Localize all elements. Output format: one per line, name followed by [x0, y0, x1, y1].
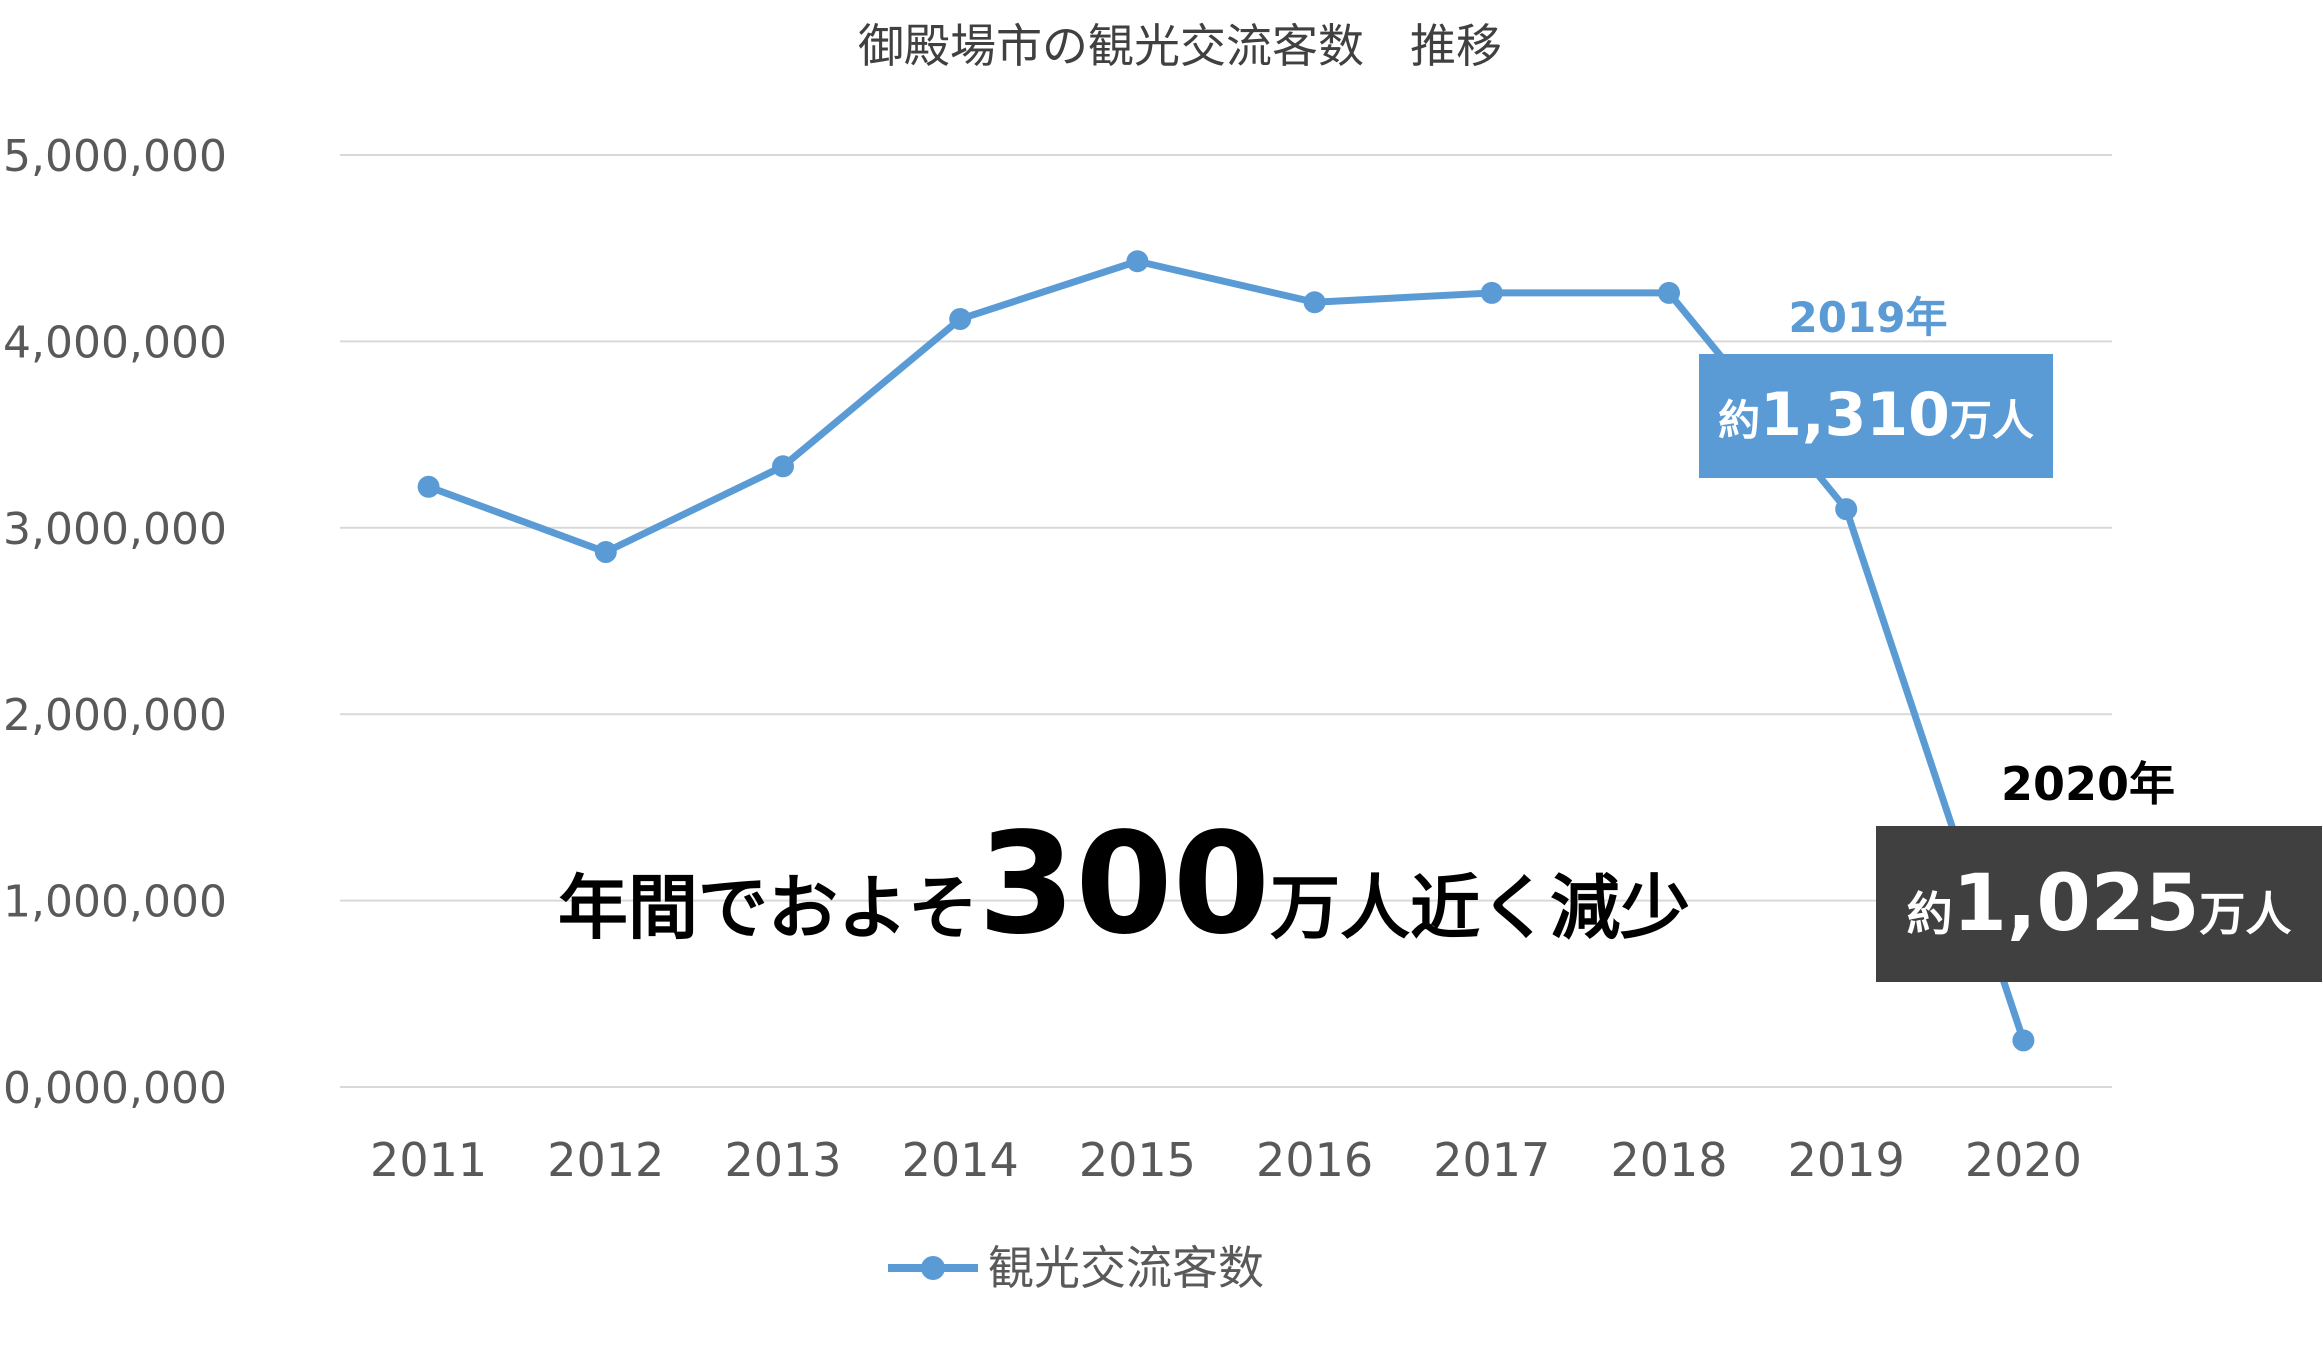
- legend-point-marker: [921, 1256, 945, 1280]
- y-tick-label: 14,000,000: [0, 317, 227, 368]
- annotation-2019-prefix: 約: [1718, 396, 1760, 445]
- annotation-2020: 2020年 約1,025万人: [1876, 757, 2322, 982]
- summary-number: 300: [978, 803, 1270, 966]
- summary-after: 万人近く減少: [1270, 867, 1690, 949]
- annotation-2020-unit: 万人: [2199, 887, 2291, 941]
- data-point: [2012, 1029, 2035, 1052]
- y-tick-label: 12,000,000: [0, 690, 227, 741]
- y-tick-label: 10,000,000: [0, 1063, 227, 1114]
- annotation-2019: 2019年 約1,310万人: [1699, 293, 2053, 478]
- y-tick-label: 15,000,000: [0, 131, 227, 182]
- annotation-2020-prefix: 約: [1907, 887, 1953, 941]
- chart-title: 御殿場市の観光交流客数 推移: [858, 19, 1502, 73]
- gridlines: [340, 154, 2112, 1088]
- x-tick-label: 2013: [724, 1133, 841, 1187]
- x-tick-label: 2019: [1788, 1133, 1905, 1187]
- x-tick-label: 2015: [1079, 1133, 1196, 1187]
- data-point: [1303, 291, 1326, 314]
- annotation-2020-number: 1,025: [1953, 859, 2200, 949]
- annotation-2020-year: 2020年: [2001, 757, 2175, 811]
- x-tick-label: 2014: [902, 1133, 1019, 1187]
- data-point: [1658, 281, 1680, 304]
- data-point: [1126, 250, 1149, 273]
- annotation-2020-box: [1876, 826, 2322, 982]
- x-tick-label: 2020: [1965, 1133, 2082, 1187]
- annotation-2019-value: 約1,310万人: [1718, 380, 2034, 450]
- annotation-2020-value: 約1,025万人: [1907, 859, 2292, 949]
- summary-annotation: 年間でおよそ300万人近く減少: [558, 803, 1690, 966]
- data-point: [417, 475, 440, 498]
- data-point: [772, 455, 794, 478]
- x-tick-label: 2011: [370, 1133, 487, 1187]
- x-tick-label: 2016: [1256, 1133, 1373, 1187]
- y-tick-label: 11,000,000: [0, 877, 227, 928]
- y-tick-label: 13,000,000: [0, 504, 227, 555]
- data-point: [949, 308, 972, 331]
- y-axis-tick-labels: 10,000,000 11,000,000 12,000,000 13,000,000…: [0, 131, 227, 1114]
- data-point: [594, 541, 617, 564]
- summary-before: 年間でおよそ: [558, 867, 978, 949]
- x-tick-label: 2018: [1610, 1133, 1727, 1187]
- x-tick-label: 2012: [547, 1133, 664, 1187]
- annotation-2019-year: 2019年: [1789, 293, 1948, 342]
- x-tick-label: 2017: [1433, 1133, 1550, 1187]
- legend: 観光交流客数: [888, 1241, 1264, 1295]
- legend-series-label: 観光交流客数: [988, 1241, 1264, 1295]
- annotation-2019-box: [1699, 354, 2053, 478]
- x-axis-tick-labels: 2011 2012 2013 2014 2015 2016 2017 2018 2019 2020: [370, 1133, 2082, 1187]
- data-point: [1480, 281, 1503, 304]
- data-point: [1835, 498, 1858, 521]
- annotation-2019-number: 1,310: [1760, 380, 1950, 450]
- annotation-2019-unit: 万人: [1950, 396, 2034, 445]
